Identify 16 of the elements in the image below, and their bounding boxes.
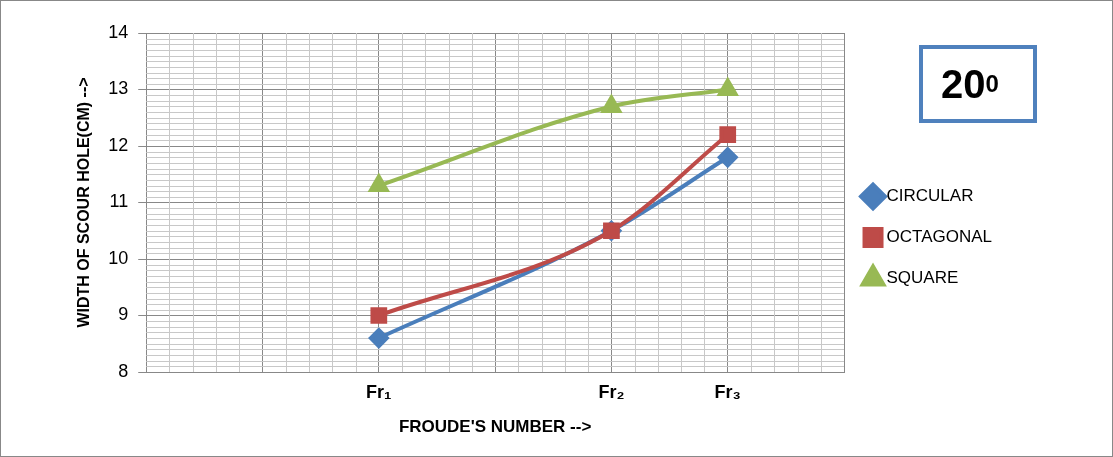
y-tick-label: 13	[108, 78, 129, 99]
y-tick-label: 9	[118, 304, 129, 325]
legend-label: OCTAGONAL	[886, 227, 993, 247]
legend-label: CIRCULAR	[886, 186, 974, 206]
y-tick-label: 12	[108, 134, 129, 155]
legend-label: SQUARE	[886, 268, 959, 288]
y-tick-label: 8	[118, 360, 129, 381]
x-axis-title: FROUDE'S NUMBER -->	[398, 417, 592, 437]
x-tick-label: Fr₃	[714, 381, 741, 402]
y-tick-label: 14	[108, 21, 129, 42]
y-tick-label: 10	[108, 247, 129, 268]
text: 20$^{0}$	[919, 45, 1037, 123]
y-tick-label: 11	[109, 191, 129, 212]
y-axis-title: WIDTH OF SCOUR HOLE(CM) -->	[75, 77, 93, 328]
x-tick-label: Fr₂	[598, 381, 625, 402]
x-tick-label: Fr₁	[366, 381, 392, 402]
